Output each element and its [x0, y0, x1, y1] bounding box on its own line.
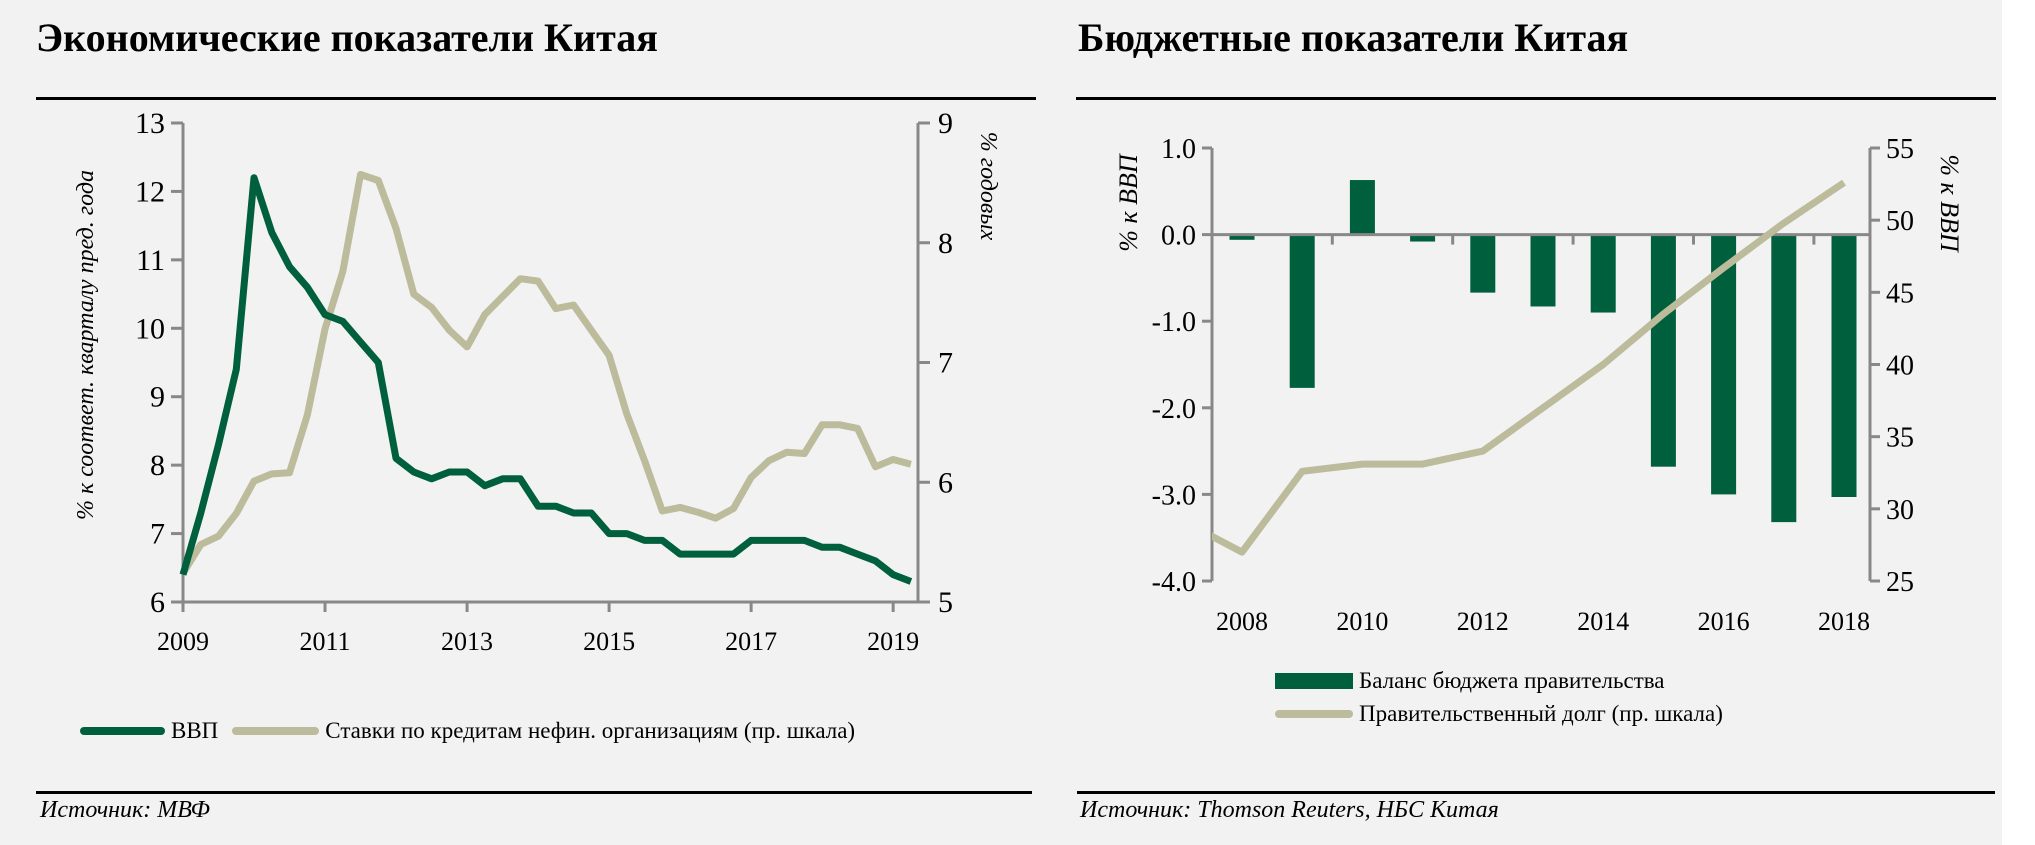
x-tick-label: 2016: [1698, 607, 1750, 636]
budget-balance-bar: [1410, 234, 1436, 242]
right-chart-title: Бюджетные показатели Китая: [1078, 15, 1629, 60]
budget-balance-bar: [1349, 180, 1375, 235]
x-tick-label: 2011: [300, 627, 351, 656]
legend-label-debt: Правительственный долг (пр. шкала): [1359, 701, 1723, 726]
y-tick-label: 9: [150, 381, 165, 414]
y-tick-label: 12: [135, 175, 165, 208]
legend-label-balance: Баланс бюджета правительства: [1359, 668, 1665, 693]
y-tick-label: 11: [136, 244, 165, 277]
legend-swatch-balance: [1275, 673, 1353, 689]
y2-tick-label: 6: [938, 466, 953, 499]
x-tick-label: 2015: [583, 627, 635, 656]
legend-label-gdp: ВВП: [171, 718, 219, 743]
right-chart-right-axis-title: % к ВВП: [1935, 154, 1964, 254]
government-debt-line: [1212, 179, 1846, 556]
y-tick-label: -4.0: [1152, 567, 1196, 598]
budget-balance-bar: [1771, 234, 1797, 523]
y2-tick-label: 25: [1886, 567, 1914, 598]
y-tick-label: -1.0: [1152, 307, 1196, 338]
left-source: Источник: МВФ: [40, 797, 210, 823]
budget-balance-bar: [1831, 234, 1857, 497]
right-chart: -4.0 -3.0 -2.0 -1.0 0.0 1.0 25 30 35 40 45 50 55 2008…: [1114, 134, 1964, 636]
loan-rates-line: [180, 171, 912, 576]
y2-tick-label: 7: [938, 347, 953, 380]
legend-label-rates: Ставки по кредитам нефин. организациям (…: [325, 718, 856, 743]
y2-tick-label: 9: [938, 107, 953, 140]
x-tick-label: 2019: [867, 627, 919, 656]
y-tick-label: -3.0: [1152, 480, 1196, 511]
y2-tick-label: 5: [938, 586, 953, 619]
right-legend-line: Правительственный долг (пр. шкала): [1275, 701, 1723, 727]
legend-swatch-rates: [232, 727, 320, 735]
legend-swatch-gdp: [80, 727, 165, 735]
y2-tick-label: 40: [1886, 351, 1914, 382]
y2-tick-label: 30: [1886, 495, 1914, 526]
budget-balance-bar: [1590, 234, 1616, 313]
x-tick-label: 2017: [725, 627, 777, 656]
x-tick-label: 2008: [1216, 607, 1268, 636]
right-chart-left-axis-title: % к ВВП: [1114, 152, 1143, 252]
y-tick-label: -2.0: [1152, 394, 1196, 425]
right-source-divider: [1077, 791, 1995, 794]
y-tick-label: 13: [135, 107, 165, 140]
y2-tick-label: 8: [938, 227, 953, 260]
left-chart-title: Экономические показатели Китая: [36, 15, 658, 60]
left-legend: ВВП Ставки по кредитам нефин. организаци…: [80, 718, 855, 744]
right-source: Источник: Thomson Reuters, НБС Китая: [1080, 797, 1499, 823]
budget-balance-bar: [1289, 234, 1315, 388]
x-tick-label: 2010: [1336, 607, 1388, 636]
x-tick-label: 2009: [157, 627, 209, 656]
x-tick-label: 2018: [1818, 607, 1870, 636]
legend-swatch-debt: [1275, 710, 1353, 718]
budget-balance-bar: [1470, 234, 1496, 293]
y2-tick-label: 35: [1886, 423, 1914, 454]
right-y-axis-title: % годовых: [975, 132, 1001, 241]
right-title-divider: [1076, 97, 1996, 100]
y2-tick-label: 50: [1886, 206, 1914, 237]
page-margin: [2002, 0, 2035, 845]
budget-balance-bar: [1229, 234, 1255, 240]
x-tick-label: 2014: [1577, 607, 1629, 636]
y-tick-label: 8: [150, 449, 165, 482]
y-tick-label: 7: [150, 518, 165, 551]
y2-tick-label: 45: [1886, 278, 1914, 309]
y-tick-label: 10: [135, 312, 165, 345]
y-tick-label: 0.0: [1161, 221, 1196, 252]
left-source-divider: [36, 791, 1032, 794]
y-tick-label: 6: [150, 586, 165, 619]
y2-tick-label: 55: [1886, 134, 1914, 165]
budget-balance-bar: [1650, 234, 1676, 467]
right-legend-bar: Баланс бюджета правительства: [1275, 668, 1665, 694]
left-y-axis-title: % к соответ. кварталу пред. года: [73, 170, 99, 520]
left-title-divider: [36, 97, 1036, 100]
budget-balance-bar: [1530, 234, 1556, 307]
x-tick-label: 2012: [1457, 607, 1509, 636]
gdp-line: [179, 174, 913, 585]
left-chart: 6 7 8 9 10 11 12 13 5 6 7 8 9 2009 2011 2013 2015 2017 201…: [73, 107, 1001, 656]
x-tick-label: 2013: [441, 627, 493, 656]
y-tick-label: 1.0: [1161, 134, 1196, 165]
